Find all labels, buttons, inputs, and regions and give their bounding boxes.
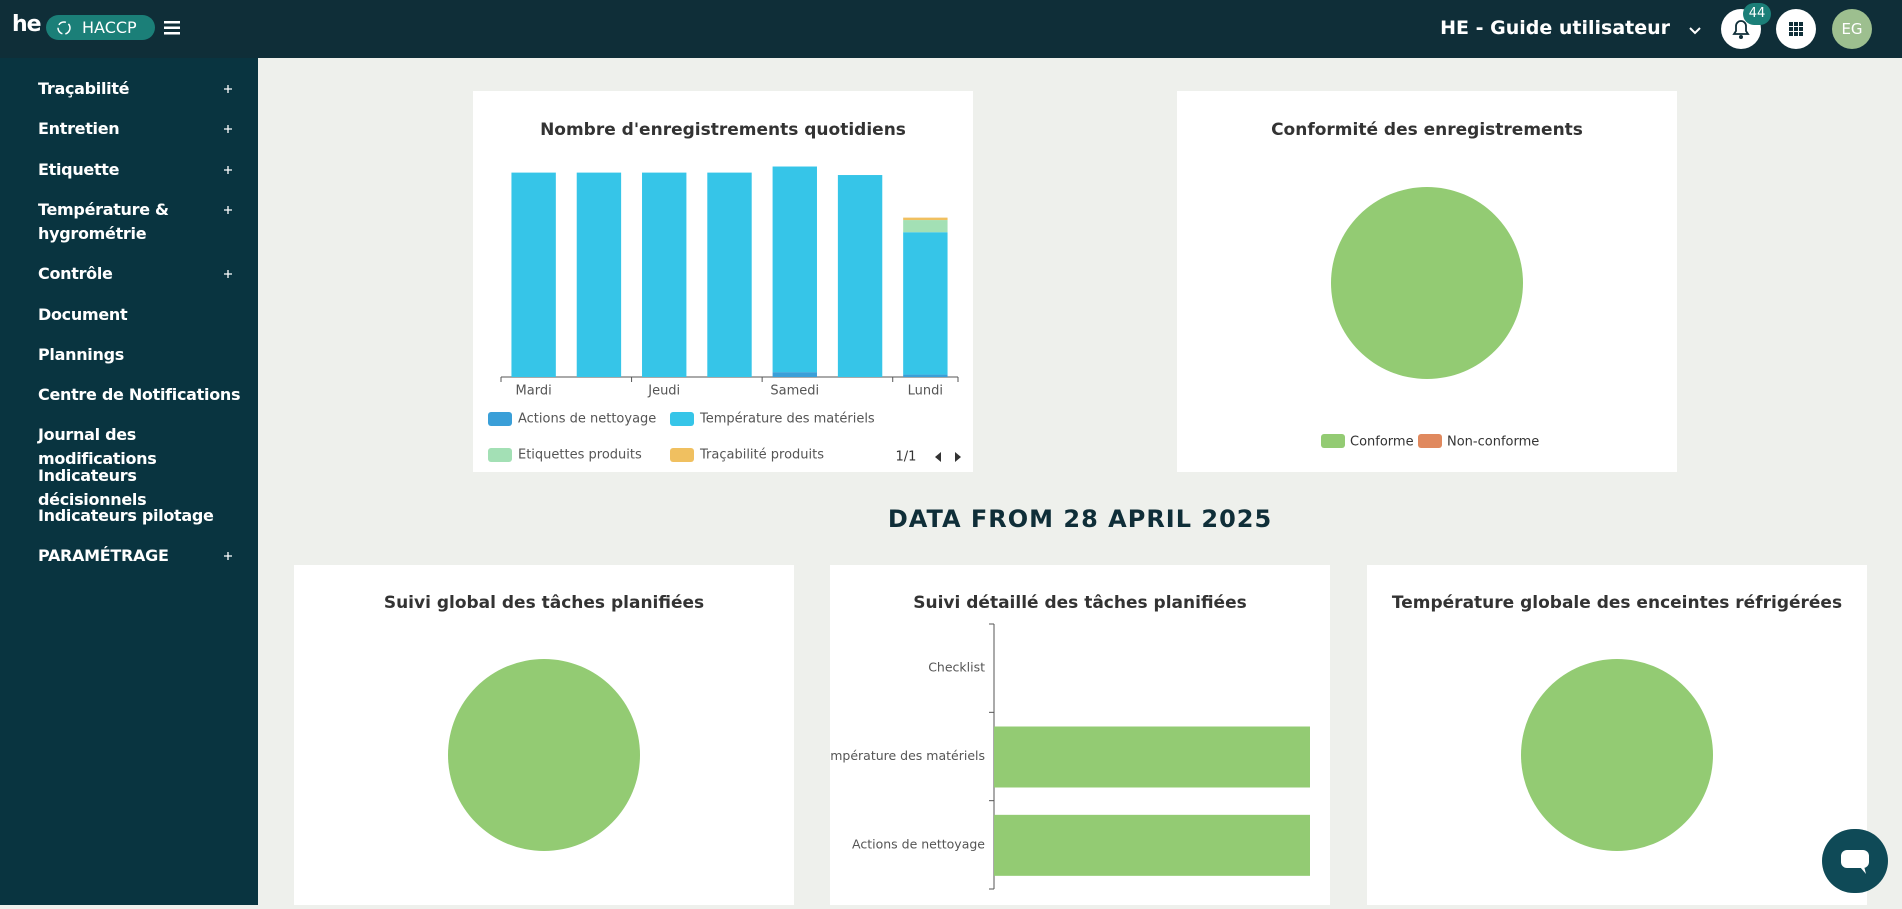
chart-title: Suivi global des tâches planifiées bbox=[384, 593, 704, 613]
nav-item[interactable]: Température & hygrométrie bbox=[38, 200, 169, 243]
avatar[interactable]: EG bbox=[1832, 9, 1872, 49]
nav-item[interactable]: Plannings bbox=[38, 345, 124, 364]
expand-icon[interactable] bbox=[223, 165, 233, 175]
bar-segment bbox=[642, 172, 687, 377]
chart-title: Température globale des enceintes réfrig… bbox=[1392, 593, 1842, 613]
nav-item[interactable]: Journal des modifications bbox=[38, 425, 157, 468]
app-name: HACCP bbox=[82, 18, 137, 37]
bar-segment bbox=[707, 172, 752, 377]
legend-swatch bbox=[670, 448, 694, 462]
sidebar: Traçabilité Entretien Etiquette Température… bbox=[0, 58, 258, 905]
pie-slice bbox=[448, 659, 640, 851]
apps-button[interactable] bbox=[1776, 9, 1816, 49]
nav-item[interactable]: Traçabilité bbox=[38, 79, 130, 98]
chart: Suivi global des tâches planifiées bbox=[384, 593, 704, 851]
chart: Nombre d'enregistrements quotidiens Mardi… bbox=[488, 120, 961, 465]
card: Conformité des enregistrements Conforme No… bbox=[1177, 91, 1677, 472]
legend-swatch bbox=[1418, 434, 1442, 448]
legend-label: Etiquettes produits bbox=[518, 448, 642, 463]
expand-icon[interactable] bbox=[223, 205, 233, 215]
legend-next bbox=[955, 452, 961, 462]
card: Suivi détaillé des tâches planifiées Chec… bbox=[816, 565, 1330, 905]
legend-label: Actions de nettoyage bbox=[518, 412, 656, 427]
app-pill[interactable]: HACCP bbox=[46, 15, 155, 40]
bar-segment bbox=[772, 166, 817, 373]
legend-page: 1/1 bbox=[896, 450, 917, 465]
notification-badge: 44 bbox=[1743, 3, 1771, 25]
nav-item[interactable]: PARAMÉTRAGE bbox=[38, 546, 169, 565]
nav-item[interactable]: Etiquette bbox=[38, 160, 120, 179]
bar-segment bbox=[837, 175, 883, 377]
section-title: DATA FROM 28 APRIL 2025 bbox=[887, 505, 1273, 533]
nav-item[interactable]: Indicateurs décisionnels bbox=[38, 466, 147, 509]
y-tick-label: Température des matériels bbox=[830, 748, 985, 763]
bar-segment bbox=[576, 172, 622, 377]
expand-icon[interactable] bbox=[223, 551, 233, 561]
card: Suivi global des tâches planifiées bbox=[294, 565, 794, 905]
chart-title: Conformité des enregistrements bbox=[1271, 120, 1583, 140]
pie-slice bbox=[1521, 659, 1713, 851]
menu-icon[interactable] bbox=[164, 20, 182, 36]
bar-segment bbox=[903, 220, 948, 233]
legend-label: Température des matériels bbox=[699, 412, 875, 427]
nav-item[interactable]: Entretien bbox=[38, 119, 120, 138]
legend-label: Conforme bbox=[1350, 435, 1414, 450]
chat-icon bbox=[1841, 850, 1869, 874]
expand-icon[interactable] bbox=[223, 269, 233, 279]
legend-swatch bbox=[670, 412, 694, 426]
legend-swatch bbox=[488, 448, 512, 462]
bar-segment bbox=[772, 372, 817, 377]
logo[interactable]: he bbox=[12, 12, 42, 37]
bar-segment bbox=[903, 374, 948, 377]
legend-swatch bbox=[488, 412, 512, 426]
card: Température globale des enceintes réfrig… bbox=[1367, 565, 1867, 905]
bar-segment bbox=[511, 172, 556, 377]
expand-icon[interactable] bbox=[223, 124, 233, 134]
grid-icon bbox=[1789, 22, 1803, 36]
x-tick-label: Samedi bbox=[770, 384, 819, 399]
bar-segment bbox=[903, 232, 948, 375]
legend-label: Traçabilité produits bbox=[699, 448, 824, 463]
chat-button[interactable] bbox=[1822, 829, 1888, 893]
chevron[interactable] bbox=[1688, 26, 1702, 36]
bar-segment bbox=[903, 217, 948, 221]
chart: Conformité des enregistrements Conforme No… bbox=[1271, 120, 1583, 450]
expand-icon[interactable] bbox=[223, 84, 233, 94]
chart-title: Nombre d'enregistrements quotidiens bbox=[540, 120, 906, 140]
legend-label: Non-conforme bbox=[1447, 435, 1539, 450]
x-tick-label: Lundi bbox=[908, 384, 943, 399]
bar bbox=[994, 814, 1310, 876]
legend-prev bbox=[935, 452, 941, 462]
nav-item[interactable]: Indicateurs pilotage bbox=[38, 506, 214, 525]
bar bbox=[994, 726, 1310, 788]
account-name[interactable]: HE - Guide utilisateur bbox=[1440, 17, 1670, 39]
chart: Suivi détaillé des tâches planifiées Chec… bbox=[816, 593, 1310, 890]
x-tick-label: Jeudi bbox=[647, 384, 680, 399]
y-tick-label: Actions de nettoyage bbox=[852, 836, 985, 851]
nav-item[interactable]: Document bbox=[38, 305, 128, 324]
bell-icon bbox=[1732, 20, 1750, 39]
legend-swatch bbox=[1321, 434, 1345, 448]
chart-title: Suivi détaillé des tâches planifiées bbox=[913, 593, 1246, 613]
pie-slice bbox=[1331, 187, 1523, 379]
y-tick-label: Checklist bbox=[928, 660, 985, 675]
recycle-icon bbox=[57, 21, 71, 35]
nav-item[interactable]: Contrôle bbox=[38, 264, 113, 283]
header: he HACCP HE - Guide utilisateur 44 EG bbox=[0, 0, 1902, 58]
nav-item[interactable]: Centre de Notifications bbox=[38, 385, 241, 404]
chart: Température globale des enceintes réfrig… bbox=[1392, 593, 1842, 851]
x-tick-label: Mardi bbox=[516, 384, 552, 399]
card: Nombre d'enregistrements quotidiens Mardi… bbox=[473, 91, 973, 472]
